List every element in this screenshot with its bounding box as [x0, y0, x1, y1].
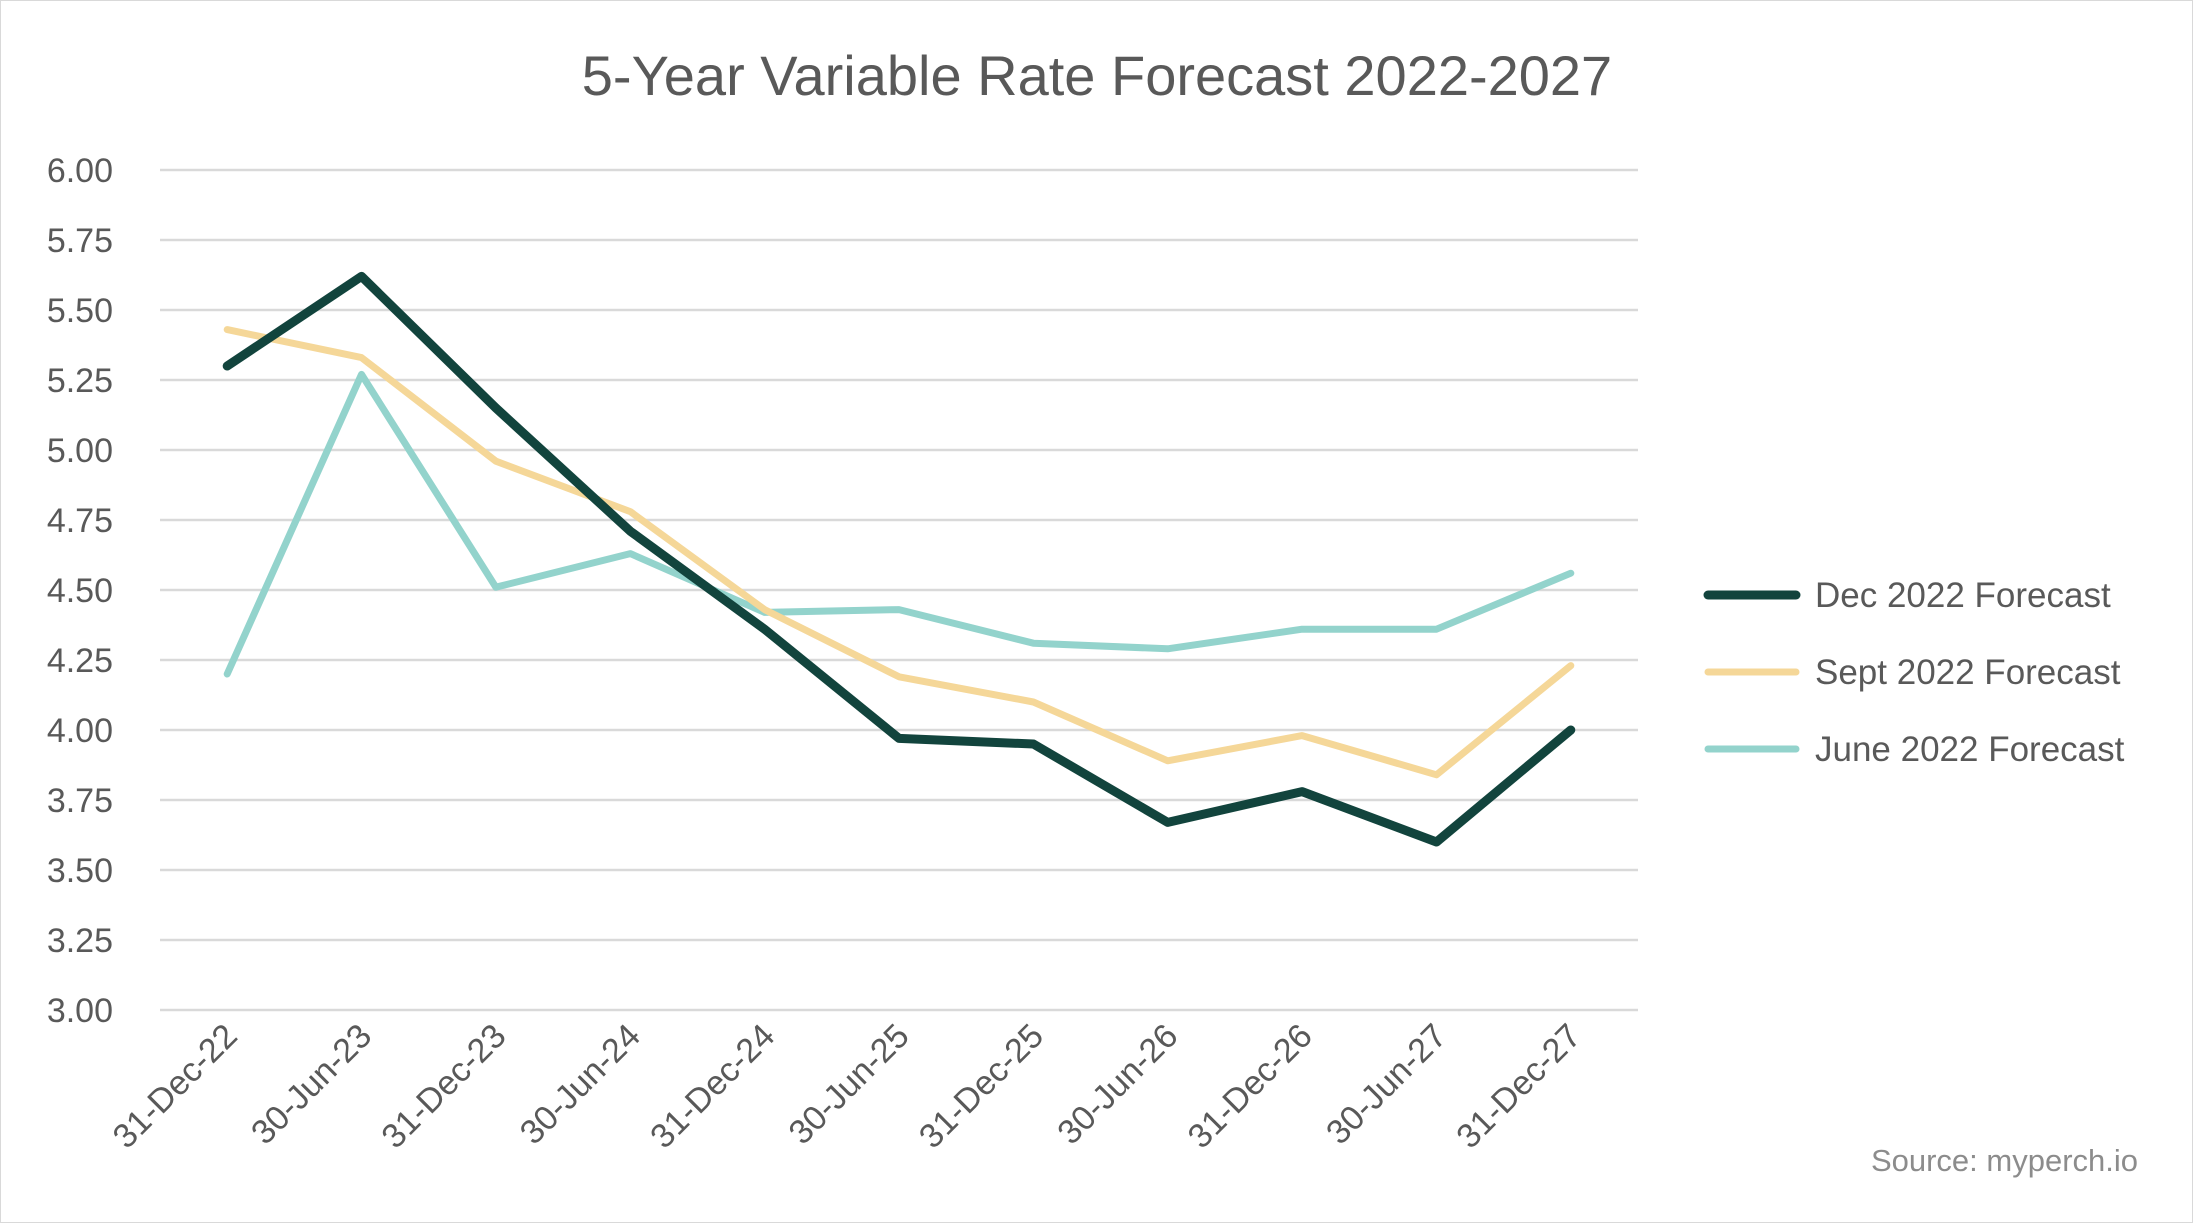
chart-title: 5-Year Variable Rate Forecast 2022-2027 [582, 44, 1612, 107]
x-tick-label: 31-Dec-25 [912, 1017, 1051, 1156]
x-tick-label: 30-Jun-24 [513, 1017, 648, 1152]
y-tick-label: 5.25 [47, 362, 113, 400]
y-tick-label: 3.00 [47, 992, 113, 1030]
series-line-june-2022-forecast [223, 370, 1575, 678]
y-tick-label: 5.00 [47, 432, 113, 470]
y-tick-label: 5.50 [47, 292, 113, 330]
x-tick-label: 30-Jun-23 [244, 1017, 379, 1152]
x-tick-label: 31-Dec-27 [1449, 1017, 1588, 1156]
series-lines [222, 271, 1576, 847]
y-tick-label: 4.75 [47, 502, 113, 540]
y-tick-label: 4.25 [47, 642, 113, 680]
x-tick-label: 30-Jun-26 [1050, 1017, 1185, 1152]
legend-label: Dec 2022 Forecast [1815, 576, 2111, 615]
y-tick-label: 4.00 [47, 712, 113, 750]
y-tick-label: 5.75 [47, 222, 113, 260]
legend-label: Sept 2022 Forecast [1815, 653, 2121, 692]
x-tick-label: 31-Dec-22 [106, 1017, 245, 1156]
series-line-dec-2022-forecast [222, 271, 1576, 847]
x-tick-label: 31-Dec-26 [1181, 1017, 1320, 1156]
y-tick-label: 4.50 [47, 572, 113, 610]
series-line-sept-2022-forecast [223, 326, 1575, 779]
legend: Dec 2022 Forecast Sept 2022 Forecast June … [1703, 576, 2125, 769]
y-tick-label: 3.50 [47, 852, 113, 890]
x-tick-label: 30-Jun-27 [1319, 1017, 1454, 1152]
y-tick-label: 6.00 [47, 152, 113, 190]
y-tick-label: 3.75 [47, 782, 113, 820]
source-note: Source: myperch.io [1871, 1143, 2138, 1178]
x-tick-label: 31-Dec-23 [374, 1017, 513, 1156]
x-tick-label: 30-Jun-25 [782, 1017, 917, 1152]
legend-label: June 2022 Forecast [1815, 730, 2125, 769]
y-tick-label: 3.25 [47, 922, 113, 960]
y-axis-ticks: 3.00 3.25 3.50 3.75 4.00 4.25 4.50 4.75 5.00 5.25… [47, 152, 113, 1030]
x-tick-label: 31-Dec-24 [643, 1017, 782, 1156]
